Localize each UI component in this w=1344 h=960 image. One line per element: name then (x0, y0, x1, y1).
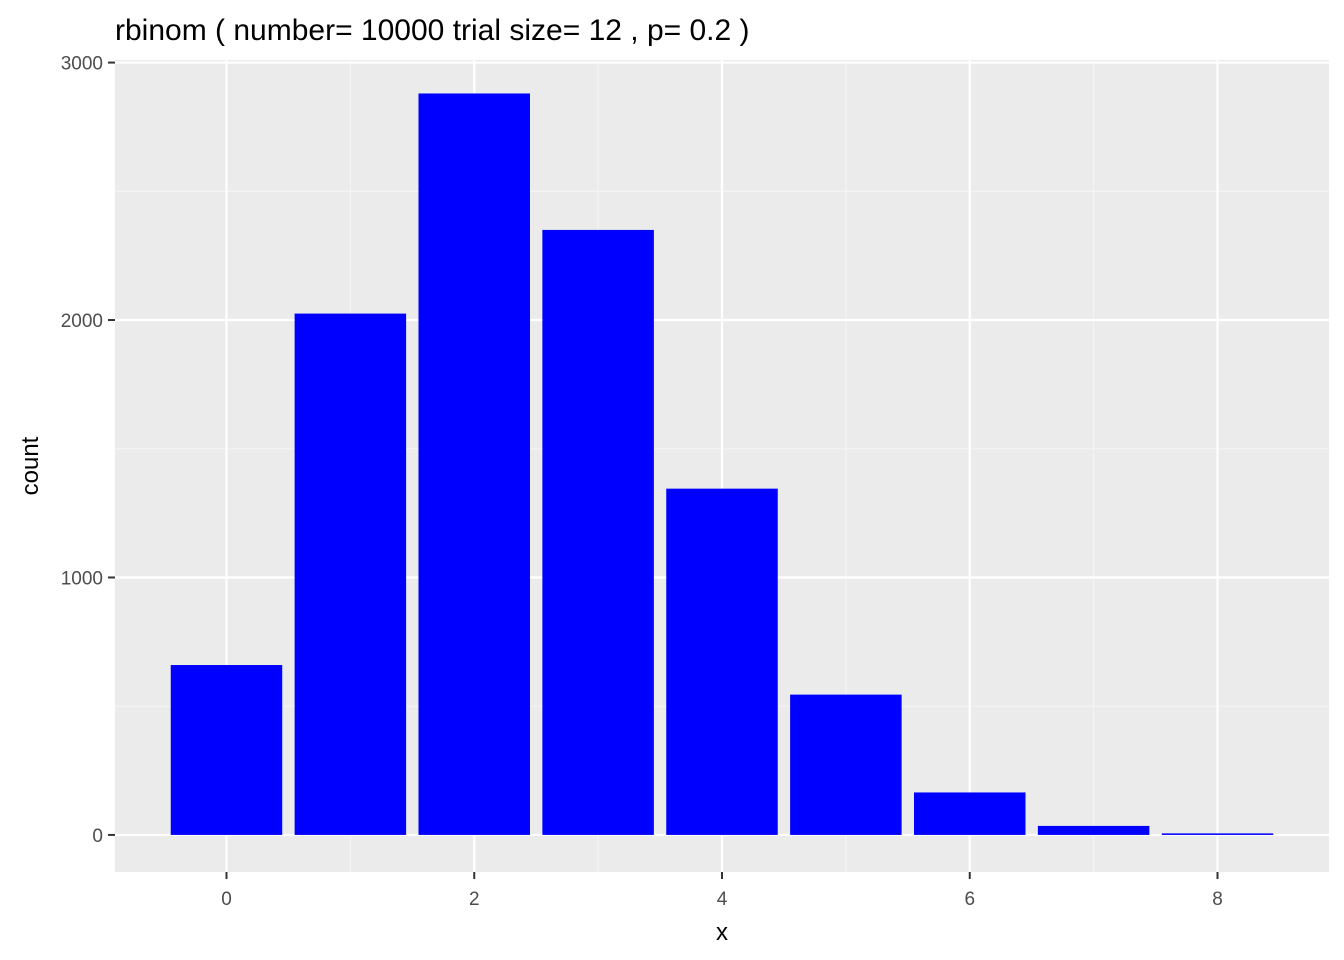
x-tick-label: 8 (1212, 889, 1223, 910)
x-tick-label: 2 (469, 889, 480, 910)
bar-6 (914, 792, 1026, 835)
y-tick-label: 2000 (61, 311, 103, 332)
bar-7 (1037, 825, 1150, 835)
bar-2 (418, 93, 530, 835)
bar-1 (294, 313, 407, 835)
bar-3 (542, 229, 654, 835)
x-axis-title: x (716, 919, 728, 946)
bars (170, 93, 1274, 835)
x-tick-label: 6 (964, 889, 975, 910)
bar-5 (790, 694, 902, 835)
x-tick-label: 4 (717, 889, 728, 910)
chart-title: rbinom ( number= 10000 trial size= 12 , … (115, 14, 750, 47)
bar-4 (666, 488, 778, 835)
y-tick-label: 3000 (61, 54, 103, 75)
bar-0 (170, 665, 283, 835)
y-axis: 0 1000 2000 3000 (61, 54, 115, 847)
bar-8 (1161, 833, 1274, 835)
x-axis: 0 2 4 6 8 (221, 872, 1223, 910)
y-axis-title: count (17, 436, 44, 495)
x-tick-label: 0 (221, 889, 232, 910)
y-tick-label: 0 (92, 826, 103, 847)
y-tick-label: 1000 (61, 568, 103, 589)
